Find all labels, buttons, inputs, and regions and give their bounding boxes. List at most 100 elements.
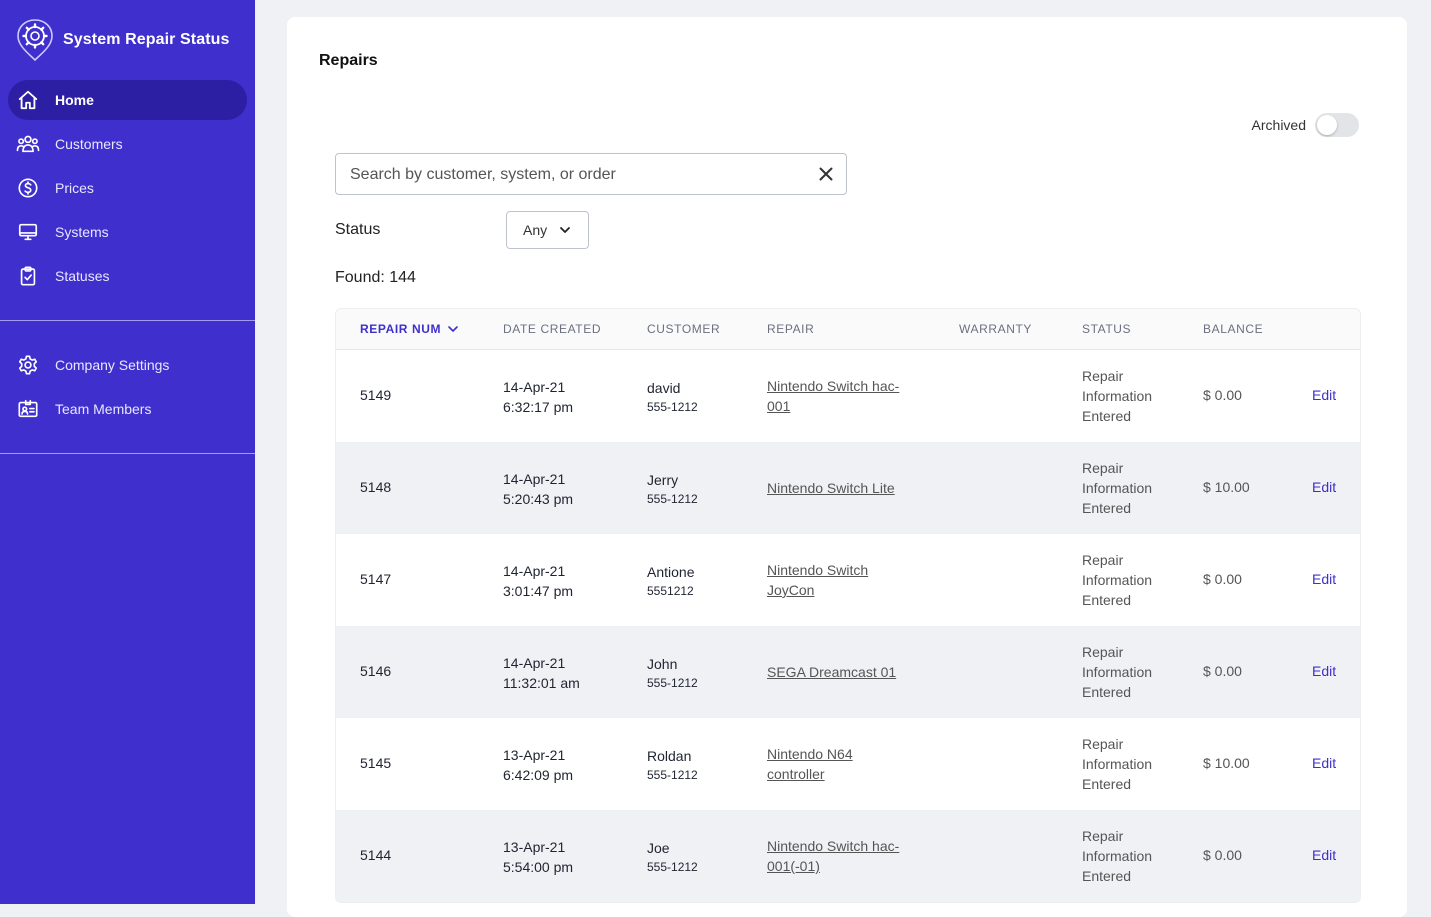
table-row[interactable]: 5145 13-Apr-21 6:42:09 pm Roldan 555-1212 … <box>336 718 1360 810</box>
id-card-icon <box>16 397 40 421</box>
repair-link[interactable]: Nintendo N64 controller <box>767 744 917 784</box>
brand[interactable]: System Repair Status <box>16 18 230 62</box>
archived-label: Archived <box>1251 117 1306 133</box>
repair-num: 5149 <box>360 387 392 403</box>
status-line: Repair <box>1082 368 1124 384</box>
customer: John 555-1212 <box>647 654 698 692</box>
edit-link[interactable]: Edit <box>1312 663 1337 679</box>
repair-num: 5148 <box>360 479 392 495</box>
date-value: 14-Apr-21 <box>503 655 566 671</box>
repair-status: Repair Information Entered <box>1082 826 1182 886</box>
repair-num: 5147 <box>360 571 392 587</box>
status-select[interactable]: Any <box>506 211 589 249</box>
nav-item-home[interactable]: Home <box>8 80 247 120</box>
repair-link[interactable]: SEGA Dreamcast 01 <box>767 662 917 682</box>
column-header-warranty[interactable]: WARRANTY <box>959 322 1033 336</box>
edit-link[interactable]: Edit <box>1312 387 1337 403</box>
repair-link-line: Nintendo Switch hac- <box>767 838 900 854</box>
status-line: Repair <box>1082 460 1124 476</box>
toggle-knob <box>1317 115 1337 135</box>
date-created: 13-Apr-21 5:54:00 pm <box>503 837 573 877</box>
column-header-customer[interactable]: CUSTOMER <box>647 322 721 336</box>
table-row[interactable]: 5149 14-Apr-21 6:32:17 pm david 555-1212 N… <box>336 350 1360 442</box>
sort-desc-icon <box>448 326 458 332</box>
repair-link[interactable]: Nintendo Switch hac- 001(-01) <box>767 836 917 876</box>
customer: david 555-1212 <box>647 378 698 416</box>
nav-item-label: Team Members <box>55 401 152 417</box>
repair-link-line: Nintendo Switch <box>767 562 869 578</box>
home-icon <box>16 88 40 112</box>
chevron-down-icon <box>560 227 571 233</box>
balance: $ 0.00 <box>1203 571 1242 587</box>
logo-gear-pin-icon <box>17 19 53 62</box>
app-title: System Repair Status <box>63 31 230 48</box>
repair-link[interactable]: Nintendo Switch hac- 001 <box>767 376 917 416</box>
status-select-value: Any <box>523 222 548 238</box>
customer-name: Antione <box>647 564 695 580</box>
nav-item-company-settings[interactable]: Company Settings <box>8 345 247 385</box>
date-created: 14-Apr-21 11:32:01 am <box>503 653 580 693</box>
page-title: Repairs <box>319 52 378 69</box>
repair-status: Repair Information Entered <box>1082 366 1182 426</box>
column-header-status[interactable]: STATUS <box>1082 322 1132 336</box>
table-header: REPAIR NUM DATE CREATED CUSTOMER REPAIR … <box>336 309 1360 350</box>
repair-status: Repair Information Entered <box>1082 734 1182 794</box>
repair-num: 5144 <box>360 847 392 863</box>
repair-link[interactable]: Nintendo Switch JoyCon <box>767 560 917 600</box>
repair-num: 5146 <box>360 663 392 679</box>
column-header-balance[interactable]: BALANCE <box>1203 322 1264 336</box>
gear-icon <box>16 353 40 377</box>
table-row[interactable]: 5144 13-Apr-21 5:54:00 pm Joe 555-1212 Nin… <box>336 810 1360 902</box>
column-header-repair[interactable]: REPAIR <box>767 322 815 336</box>
customer-name: Roldan <box>647 748 692 764</box>
nav-item-team-members[interactable]: Team Members <box>8 389 247 429</box>
status-line: Information <box>1082 572 1153 588</box>
status-line: Repair <box>1082 552 1124 568</box>
date-value: 14-Apr-21 <box>503 563 566 579</box>
nav-item-systems[interactable]: Systems <box>8 212 247 252</box>
customer-name: david <box>647 380 681 396</box>
date-created: 14-Apr-21 6:32:17 pm <box>503 377 573 417</box>
edit-link[interactable]: Edit <box>1312 847 1337 863</box>
time-value: 5:20:43 pm <box>503 491 574 507</box>
edit-link[interactable]: Edit <box>1312 479 1337 495</box>
clear-search-icon[interactable] <box>818 166 834 182</box>
customer-phone: 5551212 <box>647 584 694 598</box>
nav-item-prices[interactable]: Prices <box>8 168 247 208</box>
nav-item-statuses[interactable]: Statuses <box>8 256 247 296</box>
date-value: 13-Apr-21 <box>503 747 566 763</box>
customer-phone: 555-1212 <box>647 768 698 782</box>
repair-link-line: Nintendo Switch hac- <box>767 378 900 394</box>
column-header-repair-num[interactable]: REPAIR NUM <box>360 322 459 336</box>
edit-link[interactable]: Edit <box>1312 571 1337 587</box>
status-line: Information <box>1082 388 1153 404</box>
nav-item-customers[interactable]: Customers <box>8 124 247 164</box>
customer-phone: 555-1212 <box>647 492 698 506</box>
table-row[interactable]: 5147 14-Apr-21 3:01:47 pm Antione 5551212 … <box>336 534 1360 626</box>
repair-link-line: 001(-01) <box>767 858 820 874</box>
repair-link[interactable]: Nintendo Switch Lite <box>767 478 917 498</box>
repair-status: Repair Information Entered <box>1082 458 1182 518</box>
customer-name: John <box>647 656 678 672</box>
date-value: 14-Apr-21 <box>503 471 566 487</box>
search-input[interactable] <box>348 154 812 196</box>
monitor-icon <box>16 220 40 244</box>
result-count: Found: 144 <box>335 269 416 286</box>
edit-link[interactable]: Edit <box>1312 755 1337 771</box>
sidebar-divider <box>0 320 255 321</box>
date-created: 13-Apr-21 6:42:09 pm <box>503 745 573 785</box>
archived-toggle[interactable] <box>1315 113 1359 137</box>
time-value: 6:32:17 pm <box>503 399 574 415</box>
nav-item-label: Systems <box>55 224 109 240</box>
status-line: Entered <box>1082 776 1132 792</box>
nav-item-label: Prices <box>55 180 94 196</box>
column-header-date-created[interactable]: DATE CREATED <box>503 322 602 336</box>
table-row[interactable]: 5148 14-Apr-21 5:20:43 pm Jerry 555-1212 N… <box>336 442 1360 534</box>
balance: $ 0.00 <box>1203 387 1242 403</box>
status-line: Repair <box>1082 828 1124 844</box>
table-row[interactable]: 5146 14-Apr-21 11:32:01 am John 555-1212 S… <box>336 626 1360 718</box>
repair-link-line: Nintendo Switch Lite <box>767 480 895 496</box>
clipboard-check-icon <box>16 264 40 288</box>
repair-num: 5145 <box>360 755 392 771</box>
status-line: Repair <box>1082 736 1124 752</box>
